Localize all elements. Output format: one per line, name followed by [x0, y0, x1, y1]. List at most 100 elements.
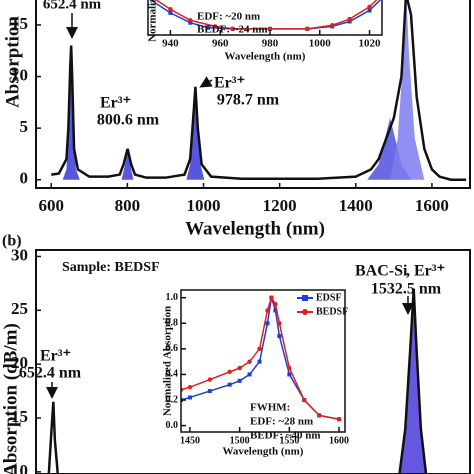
- plot-area: [181, 295, 342, 422]
- x-tick-label: 1000: [309, 38, 332, 50]
- x-tick-label: 960: [212, 38, 229, 50]
- marker: [230, 26, 235, 32]
- annotation: BEDF: ~24 nm: [197, 24, 268, 36]
- marker: [265, 308, 270, 313]
- x-tick-label: 1600: [415, 196, 449, 215]
- marker: [269, 295, 274, 300]
- x-tick-label: 1500: [230, 435, 250, 446]
- marker: [367, 4, 372, 9]
- fit-area: [62, 50, 80, 180]
- legend-label: BEDSF: [316, 306, 348, 317]
- marker: [247, 359, 252, 364]
- x-tick-label: 940: [162, 38, 179, 50]
- inset-background: [181, 290, 345, 432]
- y-tick-label: 5: [20, 117, 29, 136]
- x-tick-label: 1600: [329, 435, 349, 446]
- marker: [207, 389, 212, 394]
- y-tick-label: 10: [11, 461, 28, 474]
- x-tick-label: 800: [115, 196, 141, 215]
- legend-label: EDSF: [316, 292, 342, 303]
- y-tick-label: 0.4: [166, 369, 179, 380]
- annotation: , Er³⁺: [406, 263, 445, 280]
- data-line: [51, 0, 467, 181]
- y-axis-label: Normalized Absorption: [162, 306, 174, 416]
- y-tick-label: 15: [11, 14, 28, 33]
- y-tick-label: 1.0: [166, 292, 179, 303]
- panel: 1450 1500 1550 1600 0.0 0.2 0.4 0.6 0.8 1.0 Wavele…: [162, 289, 349, 458]
- panel: 600 800 1000 1200 1400 1600 0 5 10 15 Wavelength (…: [2, 0, 471, 239]
- legend-marker: [302, 309, 308, 315]
- marker: [227, 369, 232, 375]
- marker: [188, 20, 193, 25]
- plot-area: [148, 0, 382, 32]
- y-tick-label: 0.2: [166, 394, 179, 405]
- marker: [336, 417, 342, 422]
- marker: [187, 395, 192, 400]
- x-tick-label: 1000: [187, 196, 221, 215]
- plot-frame: [147, 0, 383, 36]
- marker: [227, 382, 232, 387]
- y-tick-label: 30: [11, 245, 28, 264]
- annotation: (b): [2, 233, 22, 250]
- x-tick-label: 1400: [339, 196, 373, 215]
- annotation: 978.7 nm: [217, 92, 280, 109]
- data-line: [398, 288, 428, 474]
- x-tick-label: 1550: [279, 435, 299, 446]
- marker: [257, 359, 262, 364]
- marker: [257, 346, 262, 352]
- marker: [367, 8, 372, 13]
- plot-frame: [35, 249, 471, 474]
- annotation: Sample: BEDSF: [62, 260, 160, 275]
- marker: [330, 22, 335, 28]
- plot-area: [47, 288, 428, 474]
- marker: [205, 25, 210, 30]
- annotation: 652.4 nm: [43, 0, 102, 12]
- marker: [287, 372, 292, 377]
- annotation: EDF: ~28 nm: [250, 416, 313, 428]
- marker: [305, 26, 310, 32]
- y-tick-label: 0.0: [166, 420, 179, 431]
- marker: [273, 301, 278, 307]
- marker: [188, 18, 193, 23]
- annotation: Er³⁺: [100, 95, 131, 112]
- marker: [265, 321, 270, 326]
- annotation: BAC-Si: [355, 263, 408, 280]
- x-tick-label: 600: [38, 196, 64, 215]
- marker: [277, 334, 282, 339]
- marker: [213, 24, 218, 29]
- y-tick-label: 0: [20, 169, 29, 188]
- plot-frame: [180, 289, 346, 433]
- marker: [187, 385, 193, 390]
- legend-marker: [302, 295, 308, 301]
- marker: [267, 26, 273, 32]
- x-tick-label: 1450: [180, 435, 200, 446]
- annotation: Er³⁺: [214, 75, 245, 92]
- y-axis-label: Absorption: [2, 16, 23, 108]
- x-axis-label: Wavelength (nm): [225, 51, 306, 63]
- marker: [347, 16, 352, 22]
- marker: [168, 10, 173, 15]
- annotation: 800.6 nm: [97, 112, 160, 129]
- marker: [207, 377, 213, 382]
- marker: [273, 308, 278, 313]
- x-axis-label: Wavelength (nm): [223, 446, 304, 458]
- annotation: Er³⁺: [40, 348, 71, 365]
- y-tick-label: 0.6: [166, 343, 179, 354]
- y-tick-label: 10: [11, 65, 28, 84]
- y-tick-label: 0.8: [166, 318, 179, 329]
- x-axis-label: Wavelength (nm): [185, 218, 325, 239]
- marker: [347, 19, 352, 24]
- marker: [237, 365, 242, 371]
- y-tick-label: 20: [11, 353, 28, 372]
- annotation: FWHM:: [250, 402, 290, 414]
- marker: [287, 365, 292, 371]
- annotation: BEDF: ~40 nm: [250, 430, 321, 442]
- marker: [302, 397, 307, 403]
- y-axis-label: Absorption (dB/m): [0, 323, 21, 474]
- y-axis-label: Normalized Absorption: [147, 0, 159, 42]
- fit-area: [390, 0, 425, 180]
- fit-area: [121, 150, 134, 180]
- y-tick-label: 15: [11, 407, 28, 426]
